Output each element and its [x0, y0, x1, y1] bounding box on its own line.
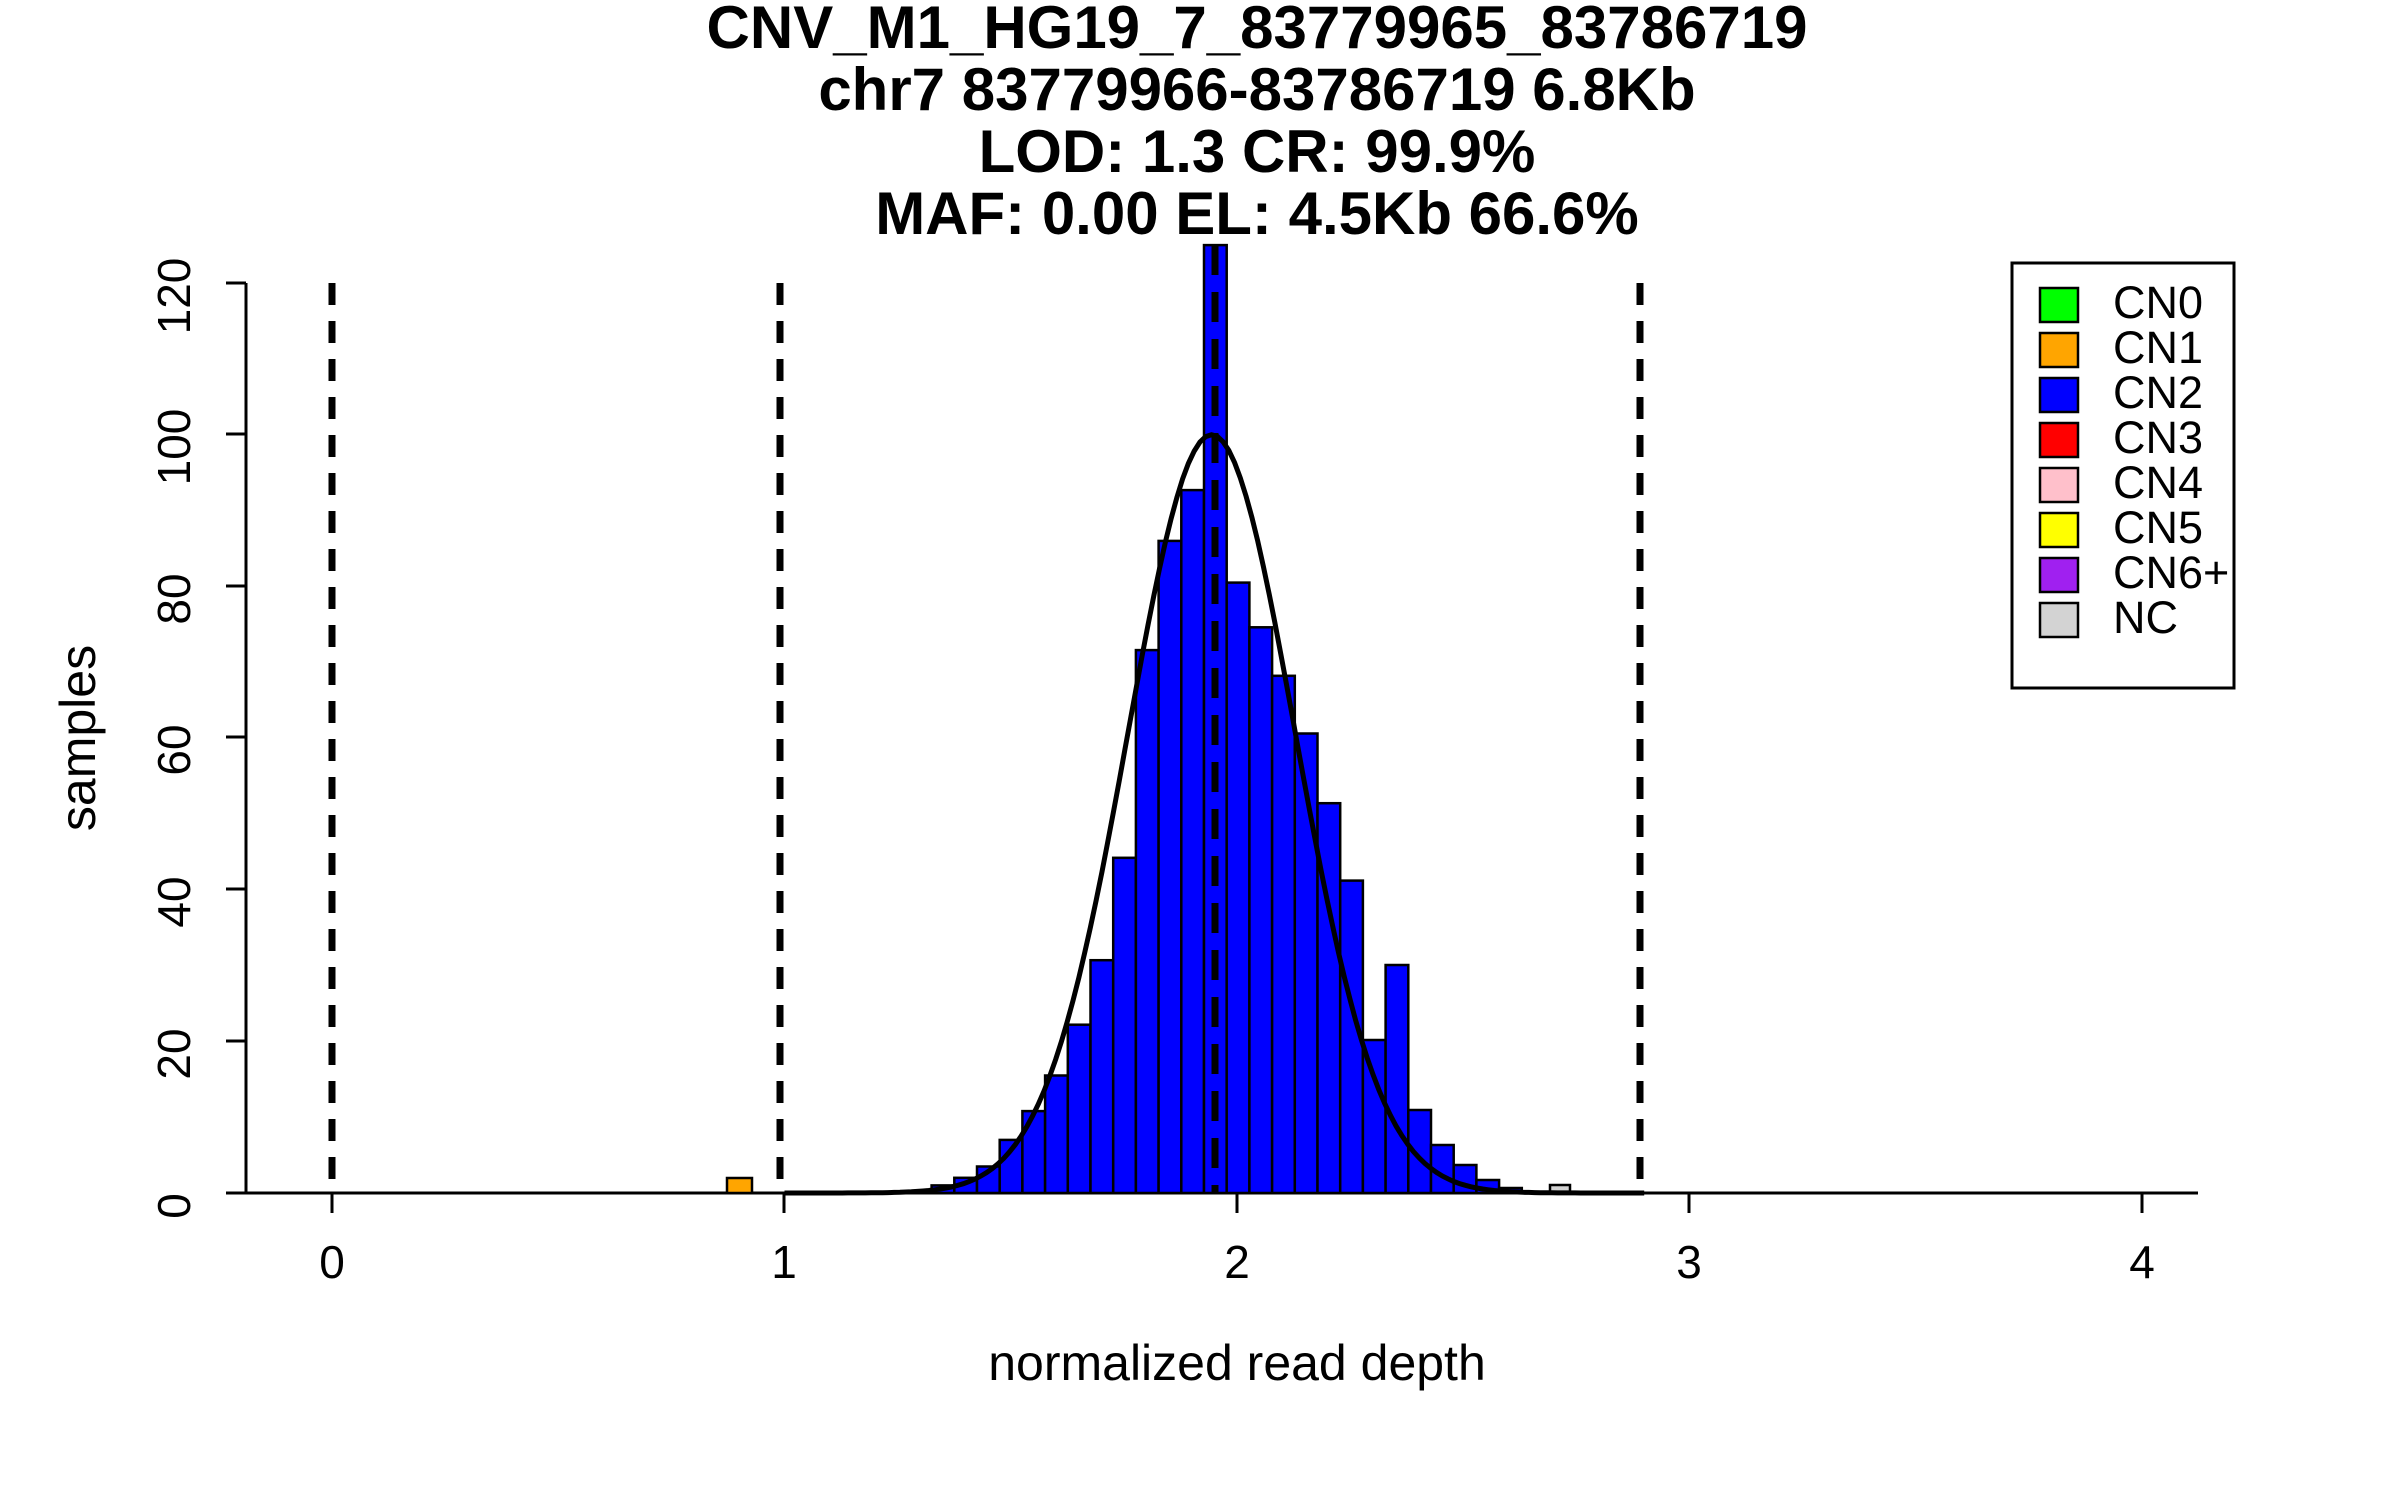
svg-text:LOD: 1.3 CR: 99.9%: LOD: 1.3 CR: 99.9%	[979, 118, 1536, 185]
svg-text:120: 120	[148, 258, 200, 335]
svg-text:CN5: CN5	[2113, 502, 2203, 553]
svg-text:normalized read depth: normalized read depth	[988, 1335, 1486, 1391]
svg-text:2: 2	[1224, 1236, 1250, 1288]
svg-text:CN4: CN4	[2113, 457, 2203, 508]
svg-text:1: 1	[771, 1236, 797, 1288]
svg-text:chr7 83779966-83786719 6.8Kb: chr7 83779966-83786719 6.8Kb	[818, 56, 1695, 123]
svg-text:CNV_M1_HG19_7_83779965_8378671: CNV_M1_HG19_7_83779965_83786719	[707, 0, 1808, 61]
svg-text:NC: NC	[2113, 592, 2178, 643]
svg-text:0: 0	[148, 1193, 200, 1219]
svg-text:CN3: CN3	[2113, 412, 2203, 463]
svg-text:4: 4	[2129, 1236, 2155, 1288]
svg-text:3: 3	[1676, 1236, 1702, 1288]
svg-text:80: 80	[148, 573, 200, 624]
svg-text:MAF: 0.00 EL: 4.5Kb 66.6%: MAF: 0.00 EL: 4.5Kb 66.6%	[875, 180, 1639, 247]
svg-text:40: 40	[148, 876, 200, 927]
svg-text:CN1: CN1	[2113, 322, 2203, 373]
svg-text:CN6+: CN6+	[2113, 547, 2229, 598]
svg-text:60: 60	[148, 724, 200, 775]
svg-text:CN2: CN2	[2113, 367, 2203, 418]
svg-text:0: 0	[319, 1236, 345, 1288]
svg-text:CN0: CN0	[2113, 277, 2203, 328]
svg-text:100: 100	[148, 409, 200, 486]
svg-text:20: 20	[148, 1028, 200, 1079]
svg-text:samples: samples	[50, 645, 106, 831]
